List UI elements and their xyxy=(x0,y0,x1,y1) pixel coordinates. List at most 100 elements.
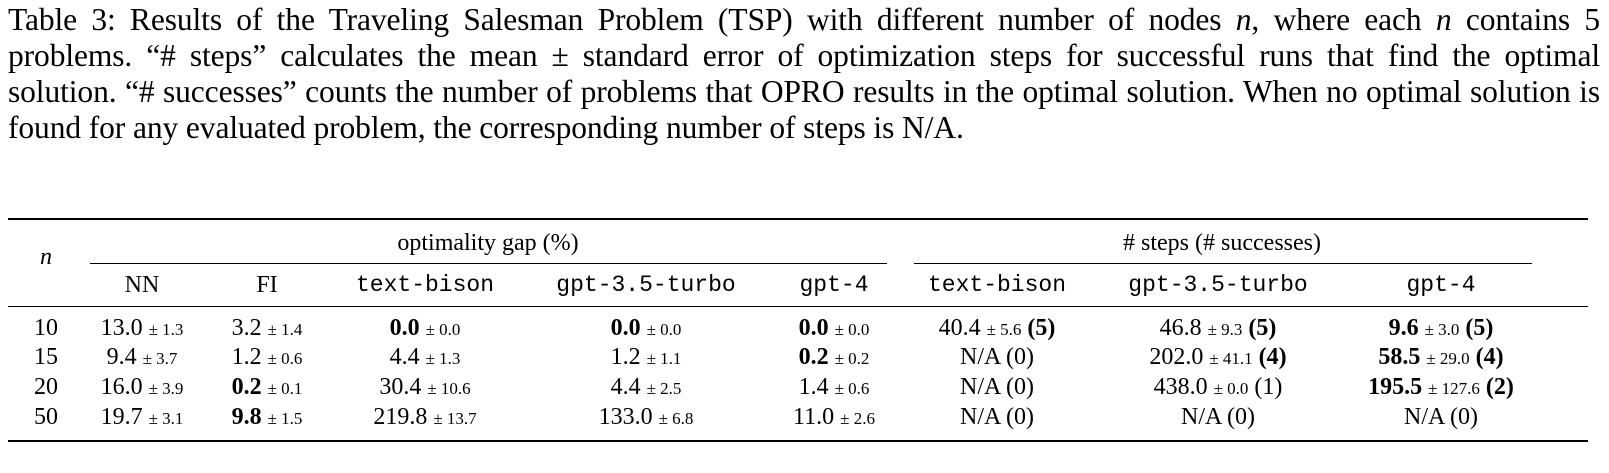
table-cell: 1.2 ± 0.6 xyxy=(232,343,303,373)
cell-value: 11.0 xyxy=(793,404,835,430)
cell-standard-error: ± 1.1 xyxy=(646,349,682,368)
cell-value: N/A (0) xyxy=(1181,404,1255,430)
table-caption: Table 3: Results of the Traveling Salesm… xyxy=(8,2,1600,146)
group-header-optimality-gap: optimality gap (%) xyxy=(397,230,579,256)
cell-standard-error: ± 0.6 xyxy=(834,379,870,398)
column-header-text-bison-steps: text-bison xyxy=(927,272,1067,298)
table-cell: 46.8 ± 9.3 (5) xyxy=(1160,314,1277,344)
cell-value: 195.5 xyxy=(1368,374,1423,400)
cell-standard-error: ± 127.6 xyxy=(1428,379,1480,398)
table-cell: 195.5 ± 127.6 (2) xyxy=(1368,373,1514,403)
cell-standard-error: ± 0.0 xyxy=(646,320,682,339)
cell-value: 46.8 xyxy=(1159,315,1202,341)
cell-standard-error: ± 1.4 xyxy=(267,320,303,339)
cell-success-count: (4) xyxy=(1475,344,1504,370)
cell-value: 13.0 xyxy=(100,315,143,341)
table-cell: N/A (0) xyxy=(960,343,1034,371)
caption-n-symbol: n xyxy=(1435,2,1452,37)
table-cell: 40.4 ± 5.6 (5) xyxy=(939,314,1056,344)
column-header-gpt35-steps: gpt-3.5-turbo xyxy=(1128,272,1308,298)
cell-value: 0.2 xyxy=(231,374,262,400)
cell-value: 0.0 xyxy=(610,315,641,341)
table-cell: N/A (0) xyxy=(960,373,1034,401)
cell-success-count: (5) xyxy=(1465,315,1494,341)
cell-value: 9.4 xyxy=(106,344,137,370)
cell-standard-error: ± 1.5 xyxy=(267,409,303,428)
cell-value: 16.0 xyxy=(100,374,143,400)
caption-label: Table 3: xyxy=(8,2,116,37)
cell-value: 58.5 xyxy=(1378,344,1421,370)
cell-standard-error: ± 1.3 xyxy=(148,320,184,339)
cell-value: 1.2 xyxy=(231,344,262,370)
table-cell: 133.0 ± 6.8 xyxy=(599,403,694,433)
group-rule-steps xyxy=(914,263,1532,264)
cell-value: 438.0 xyxy=(1153,374,1208,400)
cell-standard-error: ± 2.5 xyxy=(646,379,682,398)
cell-standard-error: ± 1.3 xyxy=(425,349,461,368)
cell-standard-error: ± 29.0 xyxy=(1426,349,1470,368)
cell-value: 1.4 xyxy=(798,374,829,400)
cell-standard-error: ± 5.6 xyxy=(986,320,1022,339)
cell-standard-error: ± 0.2 xyxy=(834,349,870,368)
cell-standard-error: ± 41.1 xyxy=(1209,349,1253,368)
cell-success-count: (2) xyxy=(1485,374,1514,400)
cell-success-count: (4) xyxy=(1258,344,1287,370)
table-cell: 9.4 ± 3.7 xyxy=(107,343,178,373)
cell-standard-error: ± 6.8 xyxy=(658,409,694,428)
cell-standard-error: ± 3.9 xyxy=(148,379,184,398)
row-n-value: 50 xyxy=(34,404,58,430)
cell-value: 9.6 xyxy=(1388,315,1419,341)
cell-standard-error: ± 9.3 xyxy=(1207,320,1243,339)
cell-success-count: (5) xyxy=(1248,315,1277,341)
table-cell: 16.0 ± 3.9 xyxy=(101,373,184,403)
cell-value: 1.2 xyxy=(610,344,641,370)
table-cell: 0.2 ± 0.2 xyxy=(799,343,870,373)
table-cell: 1.4 ± 0.6 xyxy=(799,373,870,403)
caption-text-2: , where each xyxy=(1251,2,1436,37)
table-header-rule xyxy=(8,306,1588,307)
table-cell: N/A (0) xyxy=(960,403,1034,431)
cell-value: 19.7 xyxy=(100,404,143,430)
cell-value: 0.0 xyxy=(798,315,829,341)
table-cell: 3.2 ± 1.4 xyxy=(232,314,303,344)
cell-value: 30.4 xyxy=(379,374,422,400)
cell-value: 0.2 xyxy=(798,344,829,370)
caption-text-1: Results of the Traveling Salesman Proble… xyxy=(115,2,1236,37)
table-cell: 9.8 ± 1.5 xyxy=(232,403,303,433)
n-column-header: n xyxy=(40,244,52,270)
cell-value: 3.2 xyxy=(231,315,262,341)
table-cell: 19.7 ± 3.1 xyxy=(101,403,184,433)
cell-standard-error: ± 3.1 xyxy=(148,409,184,428)
cell-value: N/A (0) xyxy=(1404,404,1478,430)
cell-value: 0.0 xyxy=(389,315,420,341)
table-top-rule xyxy=(8,218,1588,220)
group-header-steps: # steps (# successes) xyxy=(1123,230,1321,256)
cell-value: 9.8 xyxy=(231,404,262,430)
cell-value: 40.4 xyxy=(938,315,981,341)
table-cell: 4.4 ± 2.5 xyxy=(611,373,682,403)
cell-value: 219.8 xyxy=(373,404,428,430)
cell-value: 202.0 xyxy=(1149,344,1204,370)
cell-value: N/A (0) xyxy=(960,374,1034,400)
cell-value: N/A (0) xyxy=(960,344,1034,370)
row-n-value: 20 xyxy=(34,374,58,400)
column-header-gpt35-gap: gpt-3.5-turbo xyxy=(556,272,736,298)
row-n-value: 15 xyxy=(34,344,58,370)
table-cell: 9.6 ± 3.0 (5) xyxy=(1389,314,1494,344)
table-cell: 1.2 ± 1.1 xyxy=(611,343,682,373)
table-cell: 0.0 ± 0.0 xyxy=(611,314,682,344)
caption-n-symbol: n xyxy=(1235,2,1252,37)
table-bottom-rule xyxy=(8,440,1588,442)
cell-value: N/A (0) xyxy=(960,404,1034,430)
table-cell: 0.0 ± 0.0 xyxy=(390,314,461,344)
group-rule-optimality-gap xyxy=(90,263,887,264)
table-cell: 30.4 ± 10.6 xyxy=(379,373,470,403)
column-header-nn: NN xyxy=(124,272,160,298)
table-cell: N/A (0) xyxy=(1404,403,1478,431)
cell-standard-error: ± 0.0 xyxy=(425,320,461,339)
cell-success-count: (1) xyxy=(1254,374,1283,400)
table-cell: 11.0 ± 2.6 xyxy=(793,403,875,433)
column-header-fi: FI xyxy=(256,272,278,298)
table-cell: 438.0 ± 0.0 (1) xyxy=(1154,373,1283,403)
